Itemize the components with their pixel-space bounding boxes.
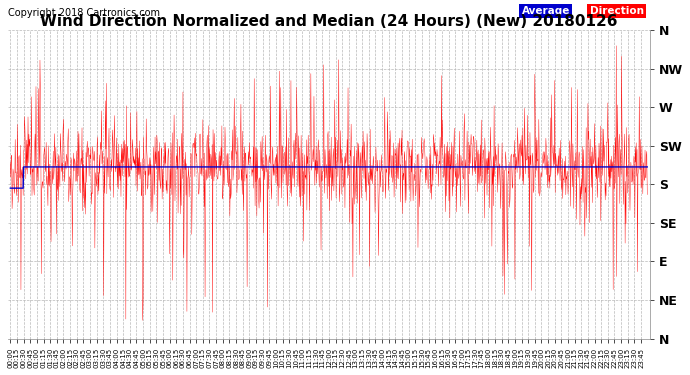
Text: Direction: Direction — [589, 6, 644, 16]
Title: Wind Direction Normalized and Median (24 Hours) (New) 20180126: Wind Direction Normalized and Median (24… — [40, 14, 618, 29]
Text: Average: Average — [522, 6, 570, 16]
Text: Copyright 2018 Cartronics.com: Copyright 2018 Cartronics.com — [8, 8, 160, 18]
